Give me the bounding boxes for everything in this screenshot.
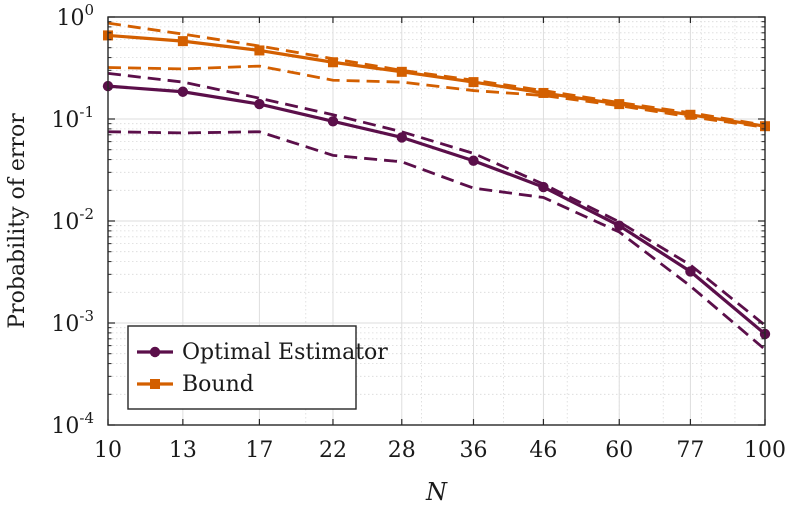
series-layer — [102, 21, 771, 351]
x-tick-label: 17 — [245, 438, 273, 463]
legend-box — [127, 325, 357, 410]
y-axis-label: Probability of error — [5, 113, 30, 329]
data-point — [468, 77, 479, 88]
y-tick-label: 10-4 — [51, 409, 94, 439]
series-bound-line — [107, 33, 766, 128]
x-tick-label: 77 — [676, 438, 704, 463]
legend: Optimal Estimator Bound — [127, 325, 388, 410]
grid — [107, 16, 766, 426]
x-tick-label: 28 — [388, 438, 416, 463]
data-point — [327, 57, 338, 68]
data-point — [254, 98, 265, 110]
data-point — [685, 109, 696, 120]
data-point — [327, 116, 339, 127]
series-optimal-estimator-line — [107, 84, 767, 336]
x-axis-label: N — [425, 478, 448, 506]
series-optimal-estimator-lower-bound-line — [107, 130, 766, 351]
legend-label-bound: Bound — [182, 372, 254, 397]
y-tick-label: 10-3 — [51, 307, 94, 337]
data-point — [538, 87, 549, 98]
series-bound-lower-bound-line — [107, 64, 766, 129]
x-tick-label: 36 — [459, 438, 487, 463]
legend-marker-bound — [150, 379, 160, 389]
data-point — [614, 220, 625, 231]
y-tick-label: 10-1 — [51, 103, 94, 133]
legend-marker-optimal-estimator — [149, 346, 161, 358]
x-tick-label: 46 — [529, 438, 557, 463]
y-tick-label: 10-2 — [51, 205, 94, 235]
data-point — [254, 45, 265, 56]
data-point — [685, 266, 696, 277]
x-tick-label: 100 — [744, 438, 786, 463]
y-tick-label: 100 — [56, 1, 94, 31]
data-point — [614, 99, 625, 110]
x-tick-label: 22 — [319, 438, 347, 463]
series-optimal-estimator — [102, 71, 771, 351]
legend-label-optimal-estimator: Optimal Estimator — [182, 340, 388, 365]
data-point — [177, 86, 189, 97]
data-point — [396, 132, 407, 143]
data-point — [396, 66, 407, 77]
data-point — [468, 155, 479, 166]
x-tick-label: 10 — [94, 438, 122, 463]
x-tick-label: 60 — [605, 438, 633, 463]
data-point — [177, 36, 188, 47]
data-point — [538, 181, 549, 193]
x-tick-label: 13 — [169, 438, 197, 463]
axis-ticks: 10 13 17 22 28 36 46 60 77 100 10-4 10-3 10-2 10-1 100 — [51, 1, 786, 463]
